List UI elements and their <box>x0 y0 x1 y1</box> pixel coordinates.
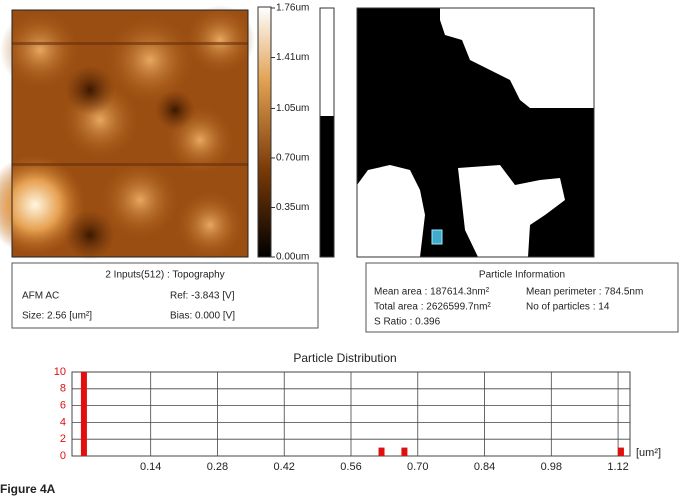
ref: Ref: -3.843 [V] <box>170 291 235 302</box>
y-tick-label: 2 <box>60 433 66 445</box>
particle-mask <box>357 8 594 257</box>
x-tick-label: 0.56 <box>340 461 361 473</box>
x-tick-label: 1.12 <box>607 461 628 473</box>
caption: Figure 4A <box>0 482 56 496</box>
colorbar-tick-label: 0.70um <box>276 153 309 164</box>
s-ratio: S Ratio : 0.396 <box>374 317 441 328</box>
y-tick-label: 0 <box>60 450 66 462</box>
y-tick-label: 6 <box>60 400 66 412</box>
x-tick-label: 0.14 <box>140 461 161 473</box>
x-axis-label: [um²] <box>636 447 661 459</box>
colorbar-tick-label: 1.76um <box>276 3 309 14</box>
screen: 1.76um 1.41um 1.05um 0.70um 0.35um 0.00um 2 I… <box>0 0 687 497</box>
y-tick-label: 8 <box>60 383 66 395</box>
bar <box>618 448 624 456</box>
particle-count: No of particles : 14 <box>526 302 610 313</box>
x-tick-label: 0.28 <box>207 461 228 473</box>
panel-title: 2 Inputs(512) : Topography <box>105 270 224 281</box>
colorbar-tick-label: 0.35um <box>276 202 309 213</box>
x-tick-label: 0.98 <box>541 461 562 473</box>
bar <box>401 448 407 456</box>
y-tick-label: 4 <box>60 416 66 428</box>
colorbar <box>258 7 271 257</box>
threshold-bar <box>320 8 334 257</box>
bias: Bias: 0.000 [V] <box>170 311 235 322</box>
y-tick-label: 10 <box>54 366 66 378</box>
afm-image <box>0 5 255 260</box>
x-tick-label: 0.70 <box>407 461 428 473</box>
x-tick-label: 0.42 <box>274 461 295 473</box>
x-tick-label: 0.84 <box>474 461 495 473</box>
total-area: Total area : 2626599.7nm² <box>374 302 491 313</box>
bar <box>379 448 385 456</box>
colorbar-tick-label: 0.00um <box>276 252 309 263</box>
colorbar-tick-label: 1.05um <box>276 103 309 114</box>
panel-title: Particle Information <box>479 270 565 281</box>
mean-perimeter: Mean perimeter : 784.5nm <box>526 287 643 298</box>
chart-title: Particle Distribution <box>293 351 396 365</box>
mean-area: Mean area : 187614.3nm² <box>374 287 490 298</box>
colorbar-tick-label: 1.41um <box>276 52 309 63</box>
bar <box>81 372 87 456</box>
size: Size: 2.56 [um²] <box>22 311 92 322</box>
mode: AFM AC <box>22 291 59 302</box>
colorbar-axis: 1.76um 1.41um 1.05um 0.70um 0.35um 0.00um <box>271 3 309 263</box>
